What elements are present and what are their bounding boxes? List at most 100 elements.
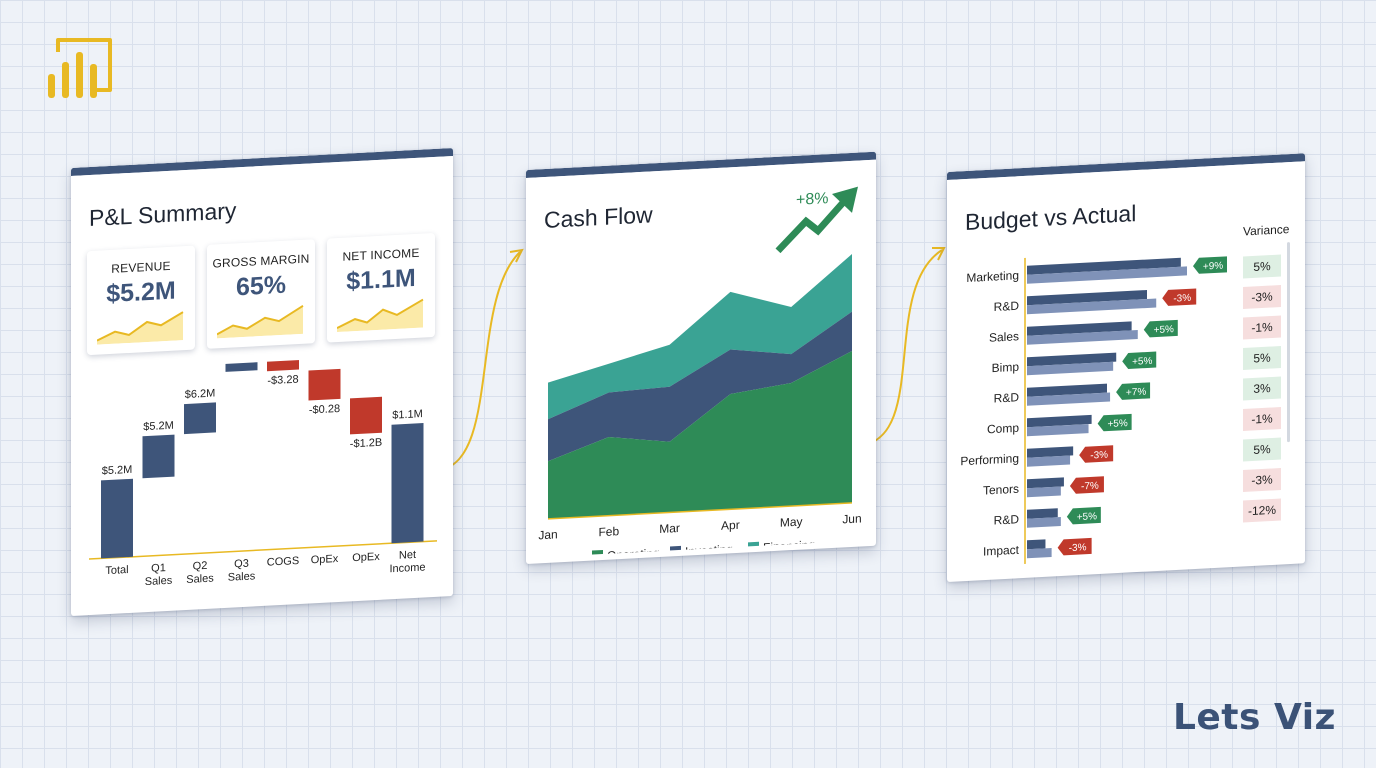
- area-series-financing: [548, 254, 852, 420]
- waterfall-category-label: Q1: [151, 562, 166, 575]
- kpi-card-gross-margin: GROSS MARGIN 65%: [207, 239, 315, 349]
- hbar-category-label: Bimp: [992, 360, 1020, 375]
- waterfall-baseline: [89, 540, 437, 560]
- waterfall-bar: [391, 423, 424, 544]
- kpi-card-revenue: REVENUE $5.2M: [87, 245, 195, 356]
- area-x-tick-label: Apr: [721, 518, 740, 533]
- area-x-axis: [548, 502, 852, 520]
- sparkline-icon: [337, 298, 424, 333]
- hbar-budget-bar: [1027, 266, 1187, 284]
- brand-logo: Lets Viz: [1172, 697, 1336, 738]
- cash-flow-title: Cash Flow: [544, 201, 653, 234]
- hbar-variance-badge: [1066, 506, 1101, 525]
- chart-logo-icon: [48, 38, 112, 98]
- hbar-variance-badge-label: +9%: [1203, 261, 1223, 273]
- connector-arrow-2: [857, 249, 943, 447]
- variance-cell: [1243, 406, 1281, 431]
- variance-cell: [1243, 345, 1281, 370]
- waterfall-data-label: $1.1M: [392, 408, 423, 422]
- hbar-budget-bar: [1027, 392, 1111, 406]
- waterfall-category-label: Sales: [186, 572, 214, 585]
- hbar-variance-badge: [1116, 382, 1151, 400]
- hbar-category-label: Performing: [960, 451, 1019, 468]
- hbar-actual-bar: [1027, 352, 1117, 367]
- variance-cell-value: 5%: [1253, 259, 1271, 274]
- pl-summary-title: P&L Summary: [89, 197, 237, 232]
- budget-actual-bar-chart: Marketing +9% 5% R&D -3% -3% Sales +5% -1% Bimp +5…: [960, 254, 1281, 564]
- waterfall-data-label: -$3.28: [267, 374, 298, 388]
- waterfall-category-label: COGS: [267, 555, 299, 569]
- hbar-variance-badge: [1143, 319, 1178, 338]
- hbar-budget-bar: [1027, 298, 1157, 315]
- variance-cell: [1243, 437, 1281, 462]
- hbar-category-label: Sales: [989, 329, 1019, 345]
- hbar-variance-badge-label: -3%: [1069, 542, 1087, 554]
- hbar-variance-badge-label: +5%: [1107, 418, 1127, 430]
- pl-summary-panel: P&L Summary REVENUE $5.2M GROSS MARGIN 6…: [71, 147, 453, 616]
- variance-cell-value: 3%: [1253, 381, 1271, 396]
- variance-cell: [1243, 467, 1281, 492]
- area-x-tick-label: Jun: [842, 511, 861, 526]
- hbar-variance-badge: [1057, 537, 1092, 556]
- waterfall-category-label: Sales: [228, 570, 256, 583]
- waterfall-bar: [142, 434, 175, 479]
- waterfall-data-label: $5.2M: [143, 420, 174, 434]
- variance-cell-value: -3%: [1251, 289, 1273, 304]
- variance-cell: [1243, 254, 1281, 279]
- cash-flow-panel: Cash Flow +8% Jan Feb Mar Apr May Jun Operatin…: [526, 151, 876, 564]
- variance-cell-value: 5%: [1253, 351, 1271, 366]
- waterfall-bar: [225, 351, 258, 372]
- hbar-category-label: R&D: [994, 299, 1020, 314]
- waterfall-category-label: Q3: [234, 558, 249, 571]
- waterfall-chart: $5.2MTotal$5.2MQ1Sales$6.2MQ2Sales$1.2MQ…: [89, 351, 437, 588]
- hbar-budget-bar: [1027, 548, 1052, 559]
- trend-up-arrow-icon: [775, 186, 858, 254]
- hbar-variance-badge: [1162, 288, 1197, 306]
- waterfall-bar: [308, 368, 341, 401]
- waterfall-category-label: Income: [389, 561, 425, 575]
- area-legend-label: Operating: [607, 546, 660, 558]
- variance-cell-value: 5%: [1253, 442, 1271, 457]
- area-legend-swatch: [748, 541, 759, 554]
- hbar-variance-badge-label: +7%: [1126, 387, 1146, 399]
- area-x-tick-label: Feb: [598, 524, 619, 539]
- variance-header: Variance: [1243, 222, 1290, 239]
- hbar-actual-bar: [1027, 290, 1147, 306]
- waterfall-category-label: OpEx: [311, 553, 339, 566]
- variance-cell-value: -1%: [1251, 320, 1273, 335]
- hbar-actual-bar: [1027, 383, 1107, 397]
- hbar-variance-badge: [1097, 413, 1132, 432]
- kpi-label: NET INCOME: [342, 245, 420, 264]
- waterfall-bar: [350, 396, 382, 435]
- hbar-category-label: Tenors: [983, 482, 1019, 498]
- hbar-variance-badge-label: +5%: [1077, 511, 1097, 523]
- kpi-value: 65%: [235, 270, 287, 302]
- variance-cell-value: -1%: [1251, 411, 1273, 426]
- sparkline-icon: [217, 305, 304, 339]
- hbar-actual-bar: [1027, 414, 1092, 428]
- budget-actual-title: Budget vs Actual: [965, 200, 1137, 236]
- kpi-label: REVENUE: [111, 258, 171, 276]
- area-x-tick-label: Jan: [538, 527, 557, 542]
- kpi-card-net-income: NET INCOME $1.1M: [327, 232, 435, 343]
- connector-arrow-1: [439, 251, 521, 471]
- variance-cell: [1243, 315, 1281, 340]
- hbar-variance-badge-label: +5%: [1132, 356, 1152, 368]
- area-legend-swatch: [670, 545, 681, 558]
- variance-cell-value: -3%: [1251, 472, 1273, 487]
- area-series-investing: [548, 311, 852, 462]
- hbar-variance-badge-label: -7%: [1081, 481, 1099, 493]
- hbar-variance-badge-label: -3%: [1090, 450, 1108, 462]
- waterfall-bar: [184, 402, 216, 435]
- hbar-actual-bar: [1027, 321, 1132, 336]
- hbar-actual-bar: [1027, 539, 1046, 550]
- hbar-category-label: Marketing: [966, 268, 1019, 285]
- variance-cell-value: -12%: [1248, 503, 1276, 518]
- waterfall-data-label: $5.2M: [102, 464, 133, 478]
- kpi-label: GROSS MARGIN: [212, 251, 310, 271]
- hbar-variance-badge-label: -3%: [1173, 293, 1191, 305]
- kpi-value: $1.1M: [346, 263, 416, 296]
- budget-actual-panel: Budget vs Actual Variance Marketing +9% 5%…: [947, 153, 1305, 582]
- variance-cell: [1243, 498, 1281, 523]
